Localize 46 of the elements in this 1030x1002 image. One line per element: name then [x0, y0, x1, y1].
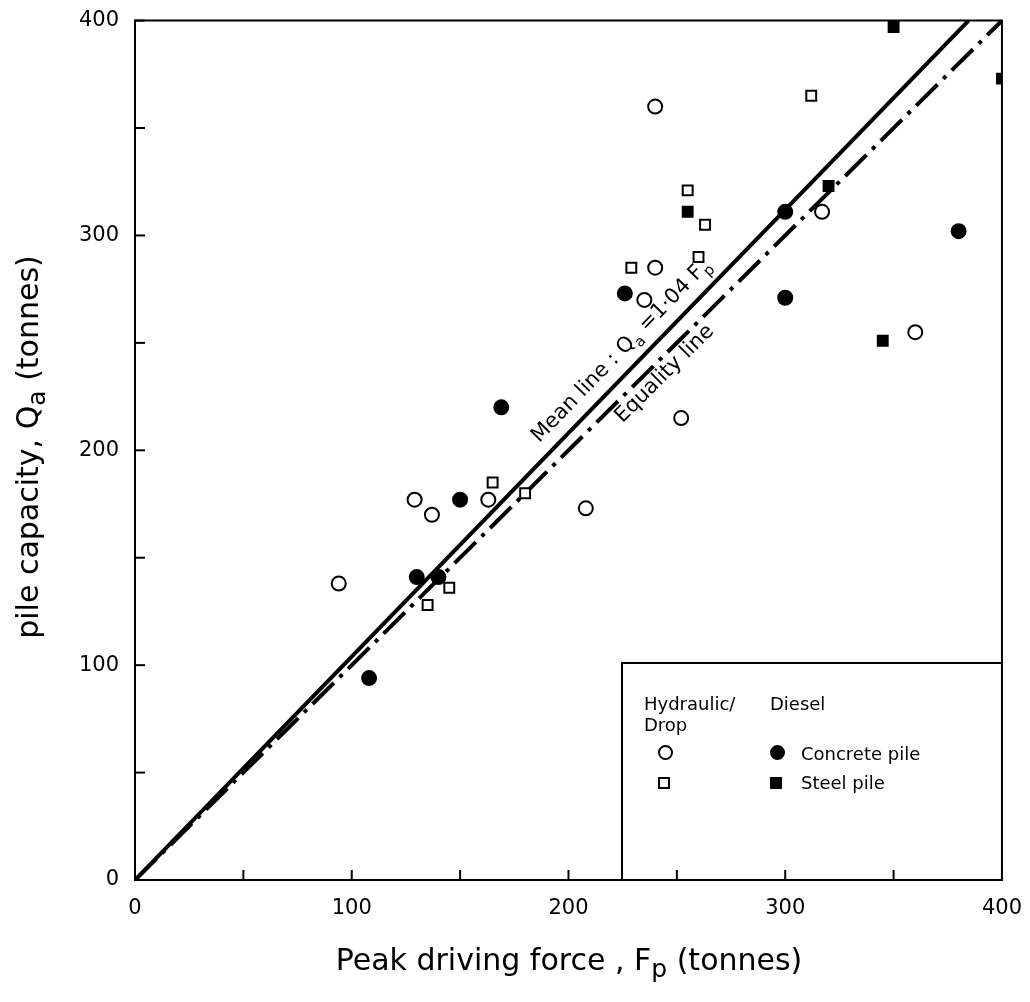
point — [577, 500, 594, 517]
point — [647, 98, 664, 115]
point — [647, 259, 664, 276]
point — [430, 569, 447, 586]
point — [777, 203, 794, 220]
point — [907, 324, 924, 341]
point — [681, 205, 694, 218]
point — [361, 670, 378, 687]
point — [876, 334, 889, 347]
point — [486, 476, 499, 489]
point — [443, 581, 456, 594]
point — [421, 599, 434, 611]
point — [330, 575, 347, 592]
point — [814, 203, 831, 220]
point — [616, 285, 633, 302]
point — [699, 218, 711, 231]
x-axis-title: Peak driving force , F$_{p}$ (tonnes) — [334, 942, 804, 983]
point — [408, 569, 425, 586]
x-tick-label: 100 — [331, 895, 372, 920]
point — [777, 289, 794, 306]
y-tick-label: 200 — [78, 436, 119, 461]
point — [519, 487, 532, 500]
point — [493, 399, 510, 416]
y-tick-label: 0 — [105, 866, 119, 891]
point — [625, 261, 638, 274]
annotation: Hydraulic/ Drop — [642, 692, 737, 737]
legend-label: Concrete pile — [799, 742, 922, 766]
point — [406, 491, 423, 508]
point — [822, 180, 835, 192]
point — [452, 491, 469, 508]
point — [681, 184, 694, 197]
point — [887, 21, 900, 33]
x-tick-label: 300 — [765, 895, 806, 920]
legend-label: Steel pile — [799, 771, 886, 795]
point — [480, 491, 497, 508]
point — [805, 89, 818, 102]
x-tick-label: 400 — [981, 895, 1023, 920]
point — [423, 506, 440, 523]
y-tick-label: 300 — [78, 221, 119, 246]
x-tick-label: 0 — [128, 895, 142, 920]
point — [950, 223, 967, 240]
y-tick-label: 100 — [78, 651, 119, 676]
annotation: Diesel — [768, 692, 827, 716]
x-tick-label: 200 — [548, 895, 589, 920]
point — [692, 250, 705, 263]
y-tick-label: 400 — [78, 7, 119, 32]
